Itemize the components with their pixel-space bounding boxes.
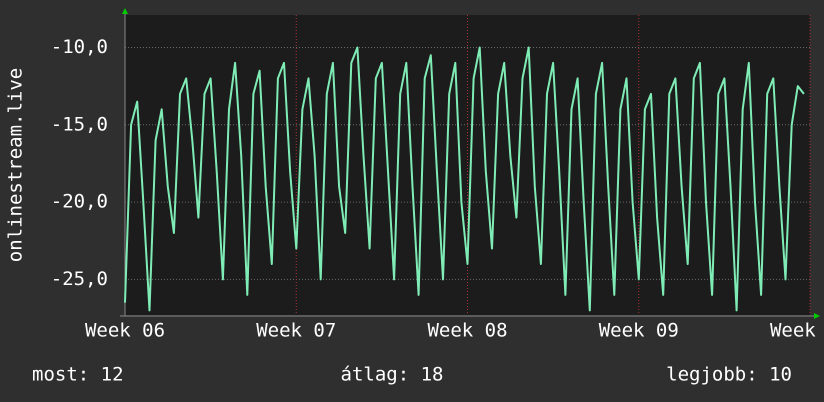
y-tick-label: -25,0 xyxy=(51,268,108,290)
x-tick-label: Week 10 xyxy=(770,320,824,342)
stat-current: most: 12 xyxy=(32,364,124,386)
y-axis-title: onlinestream.live xyxy=(5,68,27,262)
x-tick-label: Week 09 xyxy=(599,320,679,342)
x-tick-label: Week 07 xyxy=(256,320,336,342)
data-line xyxy=(124,46,805,312)
y-tick-label: -15,0 xyxy=(51,113,108,135)
y-tick-label: -20,0 xyxy=(51,191,108,213)
axis-arrow xyxy=(814,313,820,319)
stat-average: átlag: 18 xyxy=(341,364,444,386)
stat-best: legjobb: 10 xyxy=(666,364,792,386)
y-tick-label: -10,0 xyxy=(51,36,108,58)
axis-arrow xyxy=(122,8,128,14)
x-tick-label: Week 08 xyxy=(427,320,507,342)
x-tick-label: Week 06 xyxy=(85,320,165,342)
